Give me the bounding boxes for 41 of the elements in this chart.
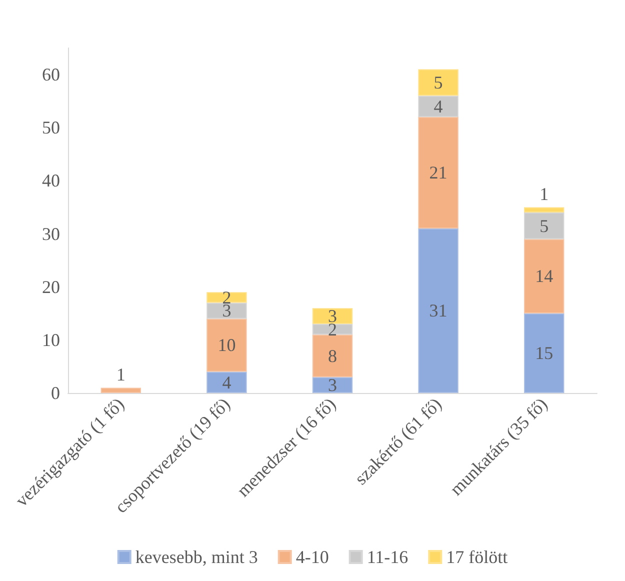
data-label: 15 bbox=[535, 343, 554, 364]
y-tick-label: 60 bbox=[42, 64, 60, 85]
bar bbox=[206, 302, 247, 319]
data-label: 10 bbox=[218, 335, 236, 356]
data-label: 5 bbox=[434, 72, 443, 92]
y-tick-label: 40 bbox=[42, 170, 60, 191]
legend-label: kevesebb, mint 3 bbox=[135, 547, 258, 567]
y-tick-label: 20 bbox=[42, 276, 60, 297]
bar bbox=[418, 96, 458, 117]
bar bbox=[524, 212, 564, 240]
data-label: 5 bbox=[540, 216, 549, 236]
data-label: 31 bbox=[429, 300, 448, 321]
bar bbox=[312, 377, 353, 393]
bar bbox=[524, 313, 564, 393]
data-label: 8 bbox=[328, 346, 337, 366]
legend-label: 11-16 bbox=[366, 547, 408, 567]
legend-label: 4-10 bbox=[296, 547, 329, 567]
bar bbox=[312, 324, 353, 335]
y-tick-label: 0 bbox=[51, 383, 60, 403]
bar bbox=[524, 207, 564, 213]
bar bbox=[418, 117, 458, 228]
bar bbox=[100, 388, 141, 393]
bar bbox=[418, 69, 458, 96]
bar bbox=[206, 372, 247, 393]
y-tick-label: 50 bbox=[42, 118, 60, 138]
bar bbox=[312, 334, 353, 378]
data-label: 14 bbox=[535, 266, 554, 286]
data-label: 1 bbox=[540, 184, 549, 204]
data-label: 3 bbox=[328, 375, 337, 396]
data-label: 4 bbox=[434, 96, 443, 116]
bar bbox=[206, 292, 247, 303]
bar bbox=[312, 308, 353, 324]
data-label: 1 bbox=[116, 364, 126, 385]
data-label: 21 bbox=[429, 162, 448, 183]
y-tick-label: 30 bbox=[42, 224, 60, 244]
legend-label: 17 fölött bbox=[446, 547, 508, 567]
bar bbox=[206, 318, 247, 372]
data-label: 4 bbox=[222, 372, 232, 392]
bar bbox=[524, 239, 564, 314]
y-tick-label: 10 bbox=[42, 330, 60, 350]
bar bbox=[418, 228, 458, 393]
